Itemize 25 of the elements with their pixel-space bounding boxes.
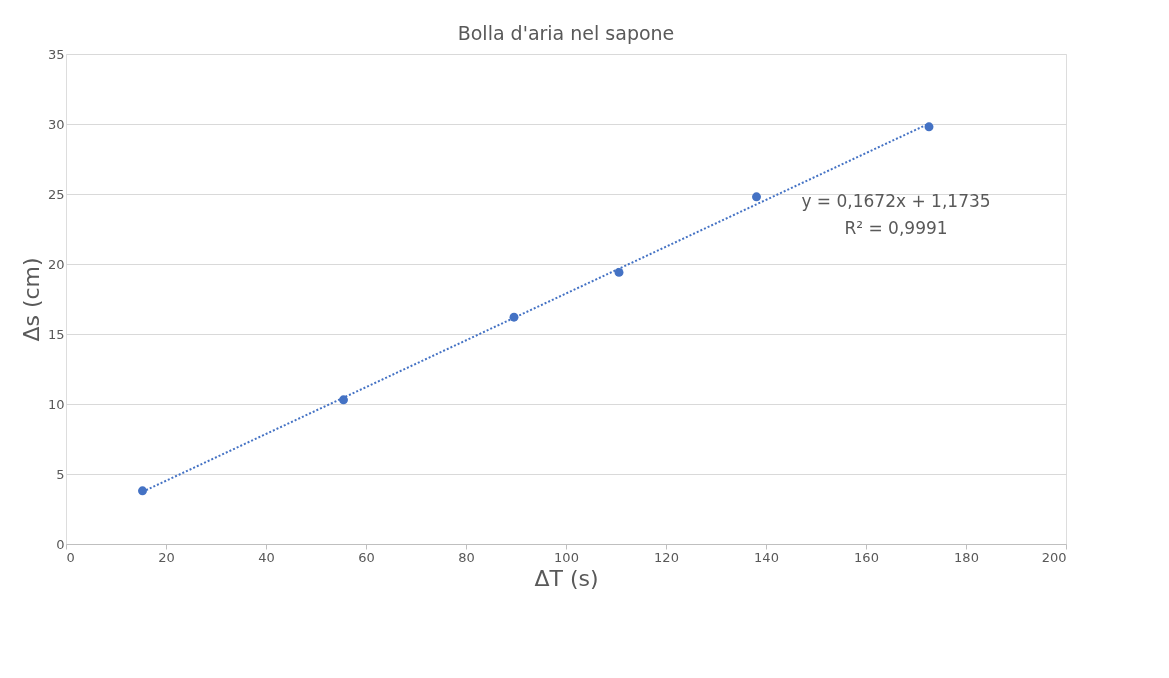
x-tick-label: 140 xyxy=(754,549,779,565)
annotation: R² = 0,9991 xyxy=(844,218,948,238)
x-tick-label: 180 xyxy=(954,549,979,565)
x-tick-label: 200 xyxy=(1041,549,1067,565)
x-tick-label: 60 xyxy=(358,549,375,565)
chart-title: Bolla d'aria nel sapone xyxy=(457,22,675,44)
annotation: y = 0,1672x + 1,1735 xyxy=(801,191,991,211)
x-tick-label: 100 xyxy=(554,549,579,565)
y-tick-label: 10 xyxy=(47,396,65,412)
x-tick-label: 160 xyxy=(854,549,879,565)
y-tick-label: 20 xyxy=(47,256,65,272)
y-tick-label: 0 xyxy=(56,536,65,552)
x-tick-label: 120 xyxy=(654,549,679,565)
y-tick-label: 25 xyxy=(47,186,65,202)
y-tick-label: 30 xyxy=(47,116,65,132)
y-axis-title: Δs (cm) xyxy=(18,257,44,342)
y-tick-label: 15 xyxy=(47,326,65,342)
y-tick-label: 35 xyxy=(47,46,65,62)
x-tick-label: 20 xyxy=(158,549,175,565)
x-axis-title: ΔT (s) xyxy=(534,565,599,591)
point xyxy=(752,192,761,202)
x-tick-label: 80 xyxy=(458,549,475,565)
y-tick-label: 5 xyxy=(56,466,65,482)
x-tick-label: 40 xyxy=(258,549,275,565)
x-tick-label: 0 xyxy=(66,549,75,565)
